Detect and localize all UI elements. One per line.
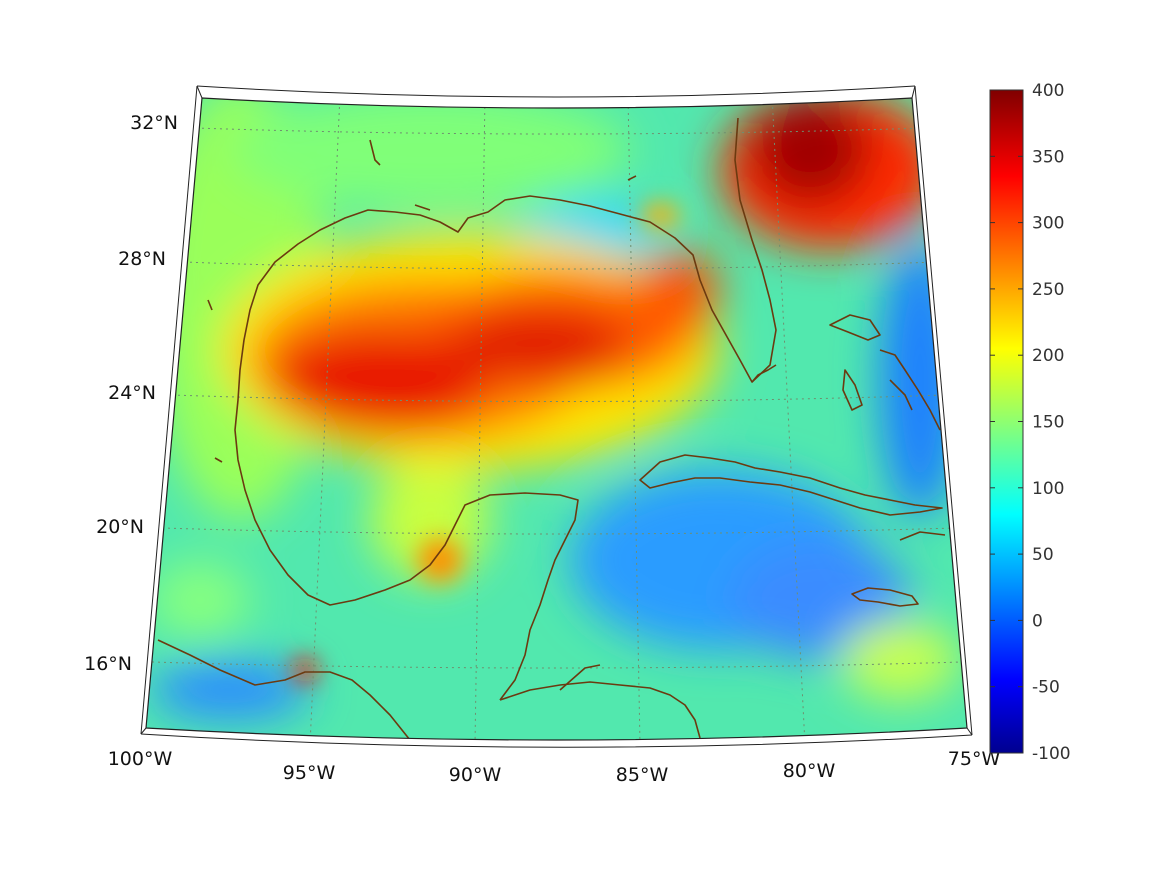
- lon-label-95w: 95°W: [283, 762, 336, 784]
- colorbar-tick-label: 400: [1032, 81, 1064, 101]
- frame-ticks: [140, 85, 973, 748]
- colorbar-tick-label: 150: [1032, 413, 1064, 433]
- colorbar-tick-label: 250: [1032, 280, 1064, 300]
- lat-label-24n: 24°N: [108, 382, 156, 404]
- colorbar-tick-label: -50: [1032, 678, 1060, 698]
- lat-label-16n: 16°N: [84, 653, 132, 675]
- colorbar-tick-label: 300: [1032, 214, 1064, 234]
- lon-label-80w: 80°W: [783, 760, 836, 782]
- map-frame: [145, 97, 968, 741]
- lat-label-32n: 32°N: [130, 112, 178, 134]
- lon-label-100w: 100°W: [108, 748, 173, 770]
- lat-label-20n: 20°N: [96, 516, 144, 538]
- lon-label-85w: 85°W: [616, 764, 669, 786]
- colorbar-tick-label: 200: [1032, 346, 1064, 366]
- colorbar-tick-label: 100: [1032, 479, 1064, 499]
- colorbar-gradient: [989, 89, 1024, 754]
- colorbar: 400 350 300 250 200 150 100 50 0 -50 -100: [989, 81, 1071, 764]
- colorbar-tick-label: 50: [1032, 545, 1054, 565]
- graticule: [151, 98, 963, 740]
- coastline: [157, 117, 946, 740]
- lon-label-75w: 75°W: [948, 748, 1001, 770]
- lon-label-90w: 90°W: [449, 764, 502, 786]
- colorbar-ticks: 400 350 300 250 200 150 100 50 0 -50 -100: [990, 81, 1071, 764]
- colorbar-tick-label: -100: [1032, 744, 1071, 764]
- colorbar-tick-label: 350: [1032, 147, 1064, 167]
- lat-label-28n: 28°N: [118, 248, 166, 270]
- heat-field: [146, 98, 967, 740]
- latitude-labels: 32°N 28°N 24°N 20°N 16°N: [84, 112, 178, 675]
- colorbar-tick-label: 0: [1032, 611, 1043, 631]
- longitude-labels: 100°W 95°W 90°W 85°W 80°W 75°W: [108, 748, 1001, 786]
